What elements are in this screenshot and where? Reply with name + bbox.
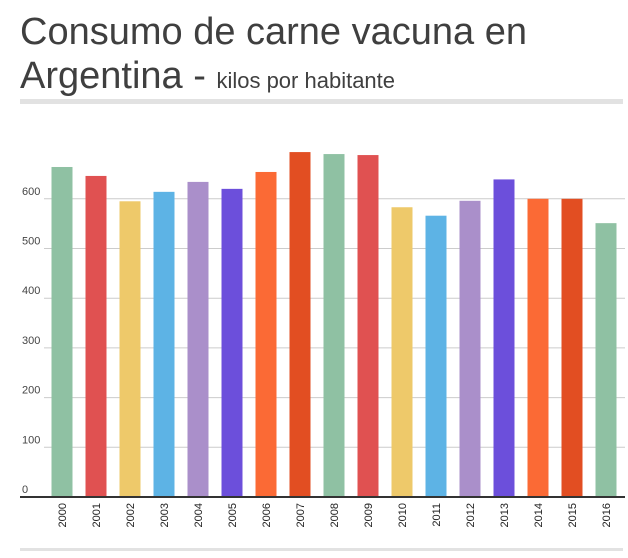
x-tick-label: 2015 — [567, 503, 579, 527]
x-tick-label: 2002 — [125, 503, 137, 527]
bar-2010 — [391, 207, 413, 497]
x-tick-label: 2009 — [363, 503, 375, 527]
footer-divider — [20, 548, 623, 551]
bar-2004 — [187, 181, 209, 498]
bar-2001 — [85, 175, 107, 498]
bar-2006 — [255, 171, 277, 497]
x-tick-label: 2013 — [499, 503, 511, 527]
bar-2007 — [289, 152, 311, 497]
x-tick-label: 2011 — [431, 503, 443, 527]
y-tick-label: 100 — [22, 434, 40, 446]
bar-2005 — [221, 188, 243, 498]
bar-2012 — [459, 200, 481, 497]
y-tick-label: 0 — [22, 484, 28, 496]
x-axis-ticks: 2000 2001 2002 2003 2004 2005 2006 2007 2008 2009… — [57, 503, 613, 527]
bar-2002 — [119, 201, 141, 497]
x-tick-label: 2000 — [57, 503, 69, 527]
y-tick-label: 400 — [22, 285, 40, 297]
x-tick-label: 2010 — [397, 503, 409, 527]
title-line-1: Consumo de carne vacuna en — [20, 11, 527, 53]
bars — [51, 152, 617, 498]
y-tick-label: 500 — [22, 236, 40, 248]
bar-2015 — [561, 198, 583, 498]
x-tick-label: 2012 — [465, 503, 477, 527]
title-separator: - — [182, 55, 217, 97]
bar-2000 — [51, 166, 73, 497]
bar-2013 — [493, 179, 515, 498]
x-tick-label: 2006 — [261, 503, 273, 527]
bar-2009 — [357, 155, 379, 497]
bar-2003 — [153, 191, 175, 498]
y-tick-label: 600 — [22, 186, 40, 198]
x-tick-label: 2007 — [295, 503, 307, 527]
x-tick-label: 2001 — [91, 503, 103, 527]
x-tick-label: 2014 — [533, 503, 545, 527]
x-tick-label: 2008 — [329, 503, 341, 527]
title-line-2: Argentina - kilos por habitante — [20, 54, 620, 103]
bar-2016 — [595, 223, 617, 497]
bar-2011 — [425, 215, 447, 497]
x-tick-label: 2005 — [227, 503, 239, 527]
x-tick-label: 2004 — [193, 503, 205, 527]
chart-title: Consumo de carne vacuna en Argentina - k… — [20, 10, 620, 103]
chart-subtitle: kilos por habitante — [216, 68, 396, 93]
bar-2008 — [323, 154, 345, 497]
y-axis-ticks: 0 100 200 300 400 500 600 — [22, 186, 40, 496]
x-tick-label: 2016 — [601, 503, 613, 527]
x-tick-label: 2003 — [159, 503, 171, 527]
bar-2014 — [527, 198, 549, 498]
y-tick-label: 300 — [22, 335, 40, 347]
y-tick-label: 200 — [22, 385, 40, 397]
title-divider — [20, 99, 623, 104]
title-country: Argentina — [20, 55, 183, 97]
